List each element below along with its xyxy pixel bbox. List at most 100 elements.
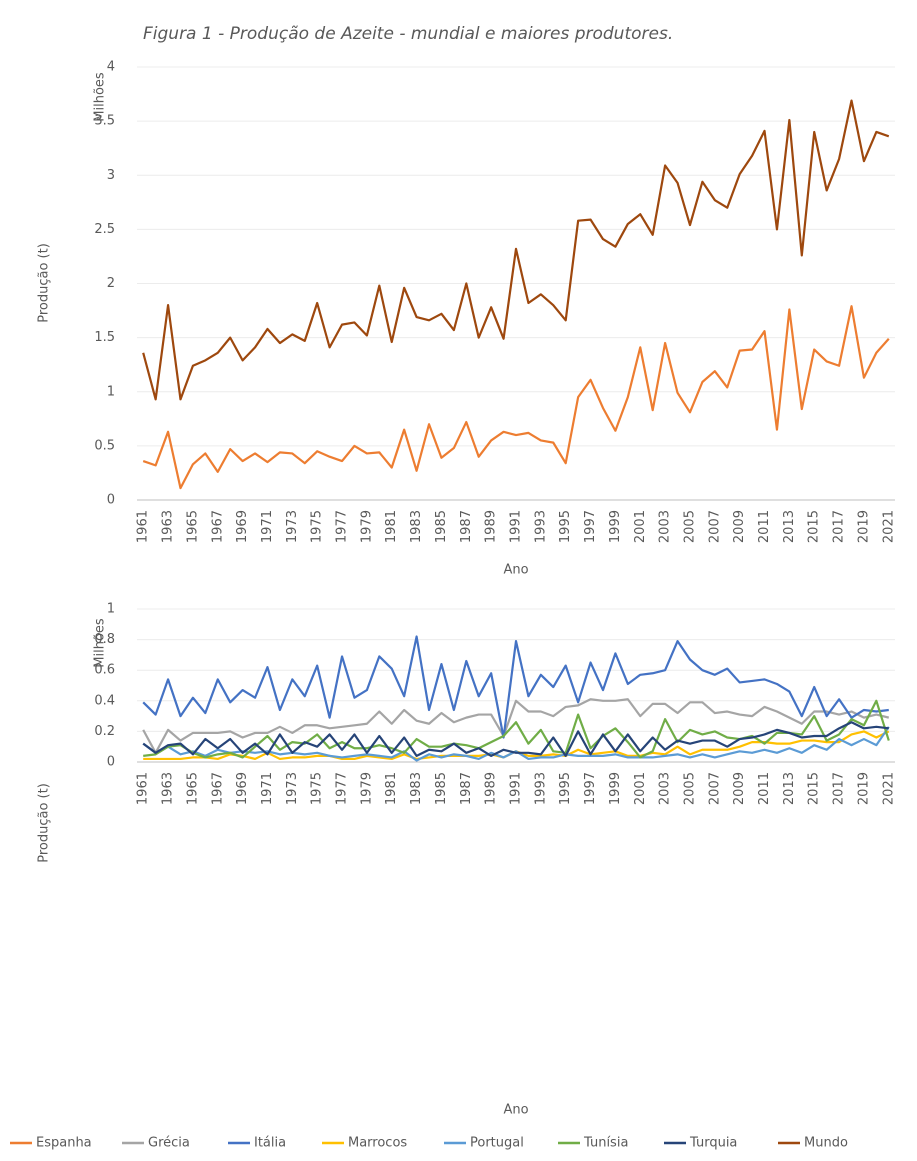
x-tick-label: 1975 [310,510,325,543]
x-tick-label: 2013 [782,510,797,543]
y-tick-label: 2.5 [94,222,115,237]
x-tick-label: 1999 [608,510,623,543]
x-tick-label: 1977 [335,772,350,805]
x-tick-label: 2005 [682,772,697,805]
x-tick-label: 1993 [533,772,548,805]
x-tick-label: 1971 [260,510,275,543]
legend-label: Portugal [470,1136,524,1151]
y-tick-label: 0.5 [94,438,115,453]
y-unit-label: Milhões [93,618,108,668]
x-tick-label: 2005 [682,510,697,543]
x-tick-label: 1985 [434,772,449,805]
x-tick-label: 2017 [832,772,847,805]
x-tick-label: 2007 [707,772,722,805]
x-tick-label: 1979 [359,772,374,805]
x-tick-label: 1961 [136,772,151,805]
x-axis-label: Ano [503,1103,528,1118]
x-axis-label: Ano [503,563,528,578]
x-tick-label: 1991 [509,772,524,805]
x-tick-label: 1973 [285,772,300,805]
x-tick-label: 1969 [235,510,250,543]
y-tick-label: 1.5 [94,330,115,345]
y-tick-label: 0.2 [94,724,115,739]
y-tick-label: 1 [107,602,115,617]
x-tick-label: 1983 [409,510,424,543]
x-tick-label: 2011 [757,510,772,543]
series-line [143,699,890,759]
x-tick-label: 1967 [210,772,225,805]
x-tick-label: 1965 [185,510,200,543]
y-tick-label: 3.5 [94,114,115,129]
x-tick-label: 2013 [782,772,797,805]
x-tick-label: 2019 [856,772,871,805]
legend-label: Marrocos [348,1136,407,1151]
y-tick-label: 1 [107,384,115,399]
y-tick-label: 0 [107,755,115,770]
x-tick-label: 1983 [409,772,424,805]
series-line [142,635,889,739]
y-tick-label: 0.6 [94,663,115,678]
x-tick-label: 2009 [732,510,747,543]
x-tick-label: 1997 [583,772,598,805]
legend-label: Espanha [36,1136,92,1151]
y-tick-label: 0 [107,493,115,508]
y-tick-label: 0.4 [94,693,115,708]
x-tick-label: 1993 [533,510,548,543]
x-tick-label: 1991 [509,510,524,543]
x-tick-label: 1965 [185,772,200,805]
y-unit-label: Milhões [93,72,108,122]
series-line [142,305,890,490]
x-tick-label: 1973 [285,510,300,543]
series-line [143,730,890,761]
series-line [142,698,890,754]
x-tick-label: 1971 [260,772,275,805]
x-tick-label: 2003 [658,510,673,543]
x-tick-label: 1963 [161,510,176,543]
y-axis-label: Produção (t) [37,783,52,863]
x-tick-label: 2021 [881,772,896,805]
figure-title: Figura 1 - Produção de Azeite - mundial … [143,24,673,44]
series-line [142,721,889,757]
y-tick-label: 0.8 [94,632,115,647]
x-tick-label: 2001 [633,510,648,543]
legend-label: Itália [254,1136,286,1151]
y-tick-label: 3 [107,168,115,183]
x-tick-label: 2017 [832,510,847,543]
x-tick-label: 2003 [658,772,673,805]
series-line [142,726,890,762]
x-tick-label: 2007 [707,510,722,543]
x-tick-label: 1979 [359,510,374,543]
x-tick-label: 1989 [484,772,499,805]
x-tick-label: 1997 [583,510,598,543]
x-tick-label: 1999 [608,772,623,805]
x-tick-label: 1981 [384,510,399,543]
x-tick-label: 1987 [459,510,474,543]
x-tick-label: 1969 [235,772,250,805]
x-tick-label: 2011 [757,772,772,805]
x-tick-label: 2015 [807,772,822,805]
x-tick-label: 1985 [434,510,449,543]
y-axis-label: Produção (t) [37,243,52,323]
x-tick-label: 2001 [633,772,648,805]
x-tick-label: 1963 [161,772,176,805]
legend-label: Mundo [804,1136,848,1151]
x-tick-label: 1995 [558,772,573,805]
x-tick-label: 1967 [210,510,225,543]
legend-label: Turquia [689,1136,737,1151]
y-tick-label: 4 [107,60,115,75]
x-tick-label: 2009 [732,772,747,805]
x-tick-label: 1977 [335,510,350,543]
x-tick-label: 1961 [136,510,151,543]
x-tick-label: 1975 [310,772,325,805]
x-tick-label: 1981 [384,772,399,805]
legend-label: Tunísia [583,1136,628,1151]
x-tick-label: 2021 [881,510,896,543]
legend-label: Grécia [148,1136,190,1151]
y-tick-label: 2 [107,276,115,291]
x-tick-label: 1989 [484,510,499,543]
series-line [142,99,890,401]
x-tick-label: 2019 [856,510,871,543]
x-tick-label: 1995 [558,510,573,543]
x-tick-label: 1987 [459,772,474,805]
